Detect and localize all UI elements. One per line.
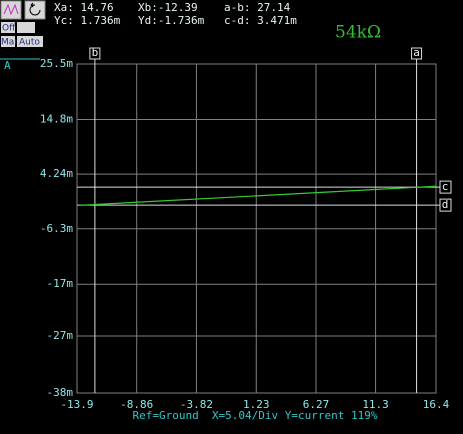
x-tick-label: -13.9 (60, 398, 93, 411)
readout: c-d: 3.471m (224, 14, 297, 27)
cursor-tag (439, 180, 452, 194)
man-button[interactable] (1, 36, 15, 47)
x-tick-label: -8.86 (120, 398, 153, 411)
y-tick-label: -6.3m (40, 222, 73, 235)
x-tick-label: 6.27 (303, 398, 330, 411)
auto-button[interactable] (17, 36, 43, 47)
cursor-tag (89, 47, 101, 60)
x-tick-label: 11.3 (362, 398, 389, 411)
y-tick-label: 4.24m (40, 167, 73, 180)
y-tick-label: -27m (47, 329, 74, 342)
cursor-label: d (442, 198, 449, 211)
trace (76, 185, 437, 207)
dropdown[interactable] (17, 22, 35, 33)
button-label: Man (1, 38, 20, 48)
readout: Yd:-1.736m (138, 14, 205, 27)
resistance: 54kΩ (335, 23, 381, 43)
readout: Yc: 1.736m (54, 14, 121, 27)
channel-label: A (4, 59, 11, 72)
cursor-label: a (413, 46, 420, 59)
x-tick-label: -3.82 (180, 398, 213, 411)
x-tick-label: 16.4 (423, 398, 450, 411)
y-tick-label: -38m (47, 386, 74, 399)
readout: Xa: 14.76 (54, 1, 114, 14)
cursor-tag (411, 47, 423, 60)
reset-glyph (29, 2, 41, 16)
button-label: Auto (19, 38, 40, 48)
reset-icon[interactable] (24, 0, 46, 20)
y-tick-label: 25.5m (40, 57, 73, 70)
cursor-label: c (442, 180, 449, 193)
y-tick-label: -17m (47, 277, 74, 290)
readout: Xb:-12.39 (138, 1, 198, 14)
caption: Ref=Ground X=5.04/Div Y=current 119% (132, 409, 377, 422)
button-label: Off (2, 24, 16, 34)
off-button[interactable] (1, 22, 15, 33)
y-tick-label: 14.8m (40, 112, 73, 125)
wave-glyph (3, 3, 19, 16)
x-tick-label: 1.23 (243, 398, 270, 411)
readout: a-b: 27.14 (224, 1, 291, 14)
cursor-label: b (92, 46, 99, 59)
wave-icon[interactable] (0, 0, 22, 20)
cursor-tag (439, 198, 452, 212)
